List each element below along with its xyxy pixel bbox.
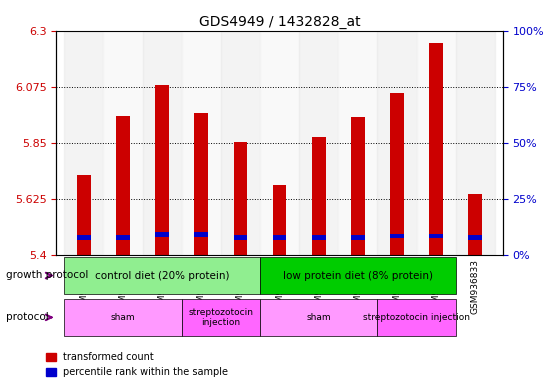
Text: protocol: protocol <box>6 312 48 322</box>
Bar <box>377 31 416 255</box>
Bar <box>312 137 325 255</box>
Bar <box>195 113 208 255</box>
Bar <box>312 235 325 240</box>
Legend: transformed count, percentile rank within the sample: transformed count, percentile rank withi… <box>44 350 230 379</box>
FancyBboxPatch shape <box>260 298 377 336</box>
Bar <box>429 43 443 255</box>
Text: low protein diet (8% protein): low protein diet (8% protein) <box>283 270 433 281</box>
FancyBboxPatch shape <box>260 257 456 295</box>
Bar <box>273 185 286 255</box>
Bar <box>390 93 404 255</box>
Bar <box>103 31 143 255</box>
FancyBboxPatch shape <box>64 298 182 336</box>
Bar <box>299 31 338 255</box>
Bar <box>64 31 103 255</box>
Bar <box>234 235 247 240</box>
Bar <box>468 194 482 255</box>
FancyBboxPatch shape <box>377 298 456 336</box>
Bar <box>456 31 495 255</box>
Bar <box>195 232 208 237</box>
Bar <box>182 31 221 255</box>
Bar <box>116 235 130 240</box>
Bar <box>351 235 364 240</box>
Text: sham: sham <box>306 313 331 322</box>
Text: growth protocol: growth protocol <box>6 270 88 280</box>
Bar <box>77 235 91 240</box>
Bar <box>234 142 247 255</box>
Bar <box>351 117 364 255</box>
Bar <box>429 233 443 238</box>
Text: streptozotocin injection: streptozotocin injection <box>363 313 470 322</box>
Bar <box>416 31 456 255</box>
Bar <box>155 232 169 237</box>
Bar <box>155 85 169 255</box>
Bar <box>273 235 286 240</box>
Bar <box>390 233 404 238</box>
Bar <box>468 235 482 240</box>
FancyBboxPatch shape <box>64 257 260 295</box>
Text: streptozotocin
injection: streptozotocin injection <box>188 308 253 327</box>
Title: GDS4949 / 1432828_at: GDS4949 / 1432828_at <box>199 15 361 29</box>
Bar <box>143 31 182 255</box>
Bar <box>221 31 260 255</box>
Text: sham: sham <box>111 313 135 322</box>
Bar <box>260 31 299 255</box>
Bar <box>116 116 130 255</box>
FancyBboxPatch shape <box>182 298 260 336</box>
Bar <box>338 31 377 255</box>
Text: control diet (20% protein): control diet (20% protein) <box>95 270 229 281</box>
Bar <box>77 175 91 255</box>
